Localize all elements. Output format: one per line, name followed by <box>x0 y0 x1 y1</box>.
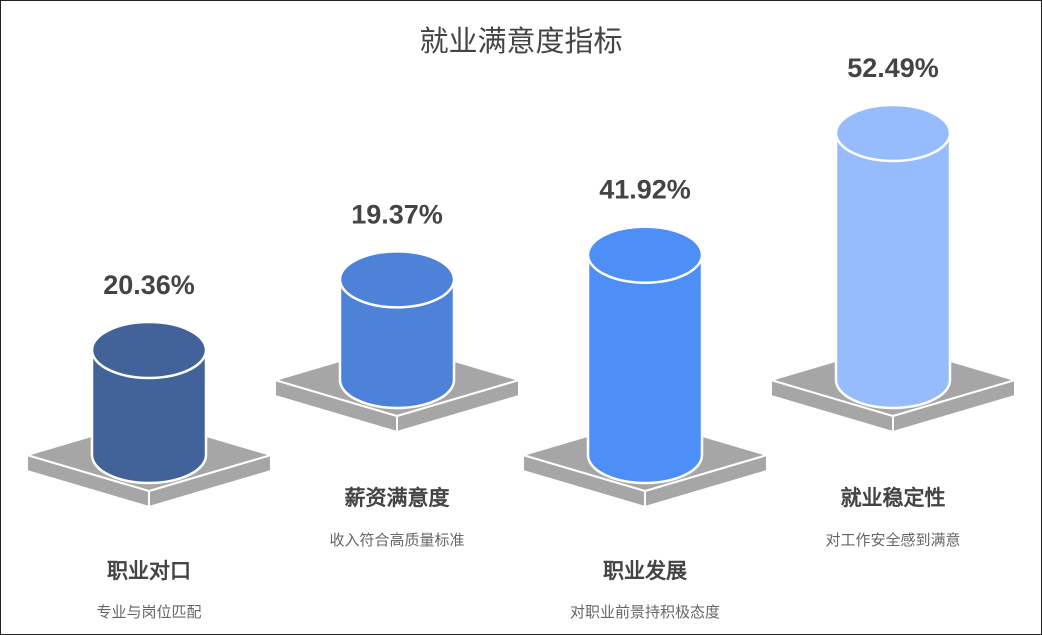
cylinder-top <box>834 103 952 163</box>
cylinder-body <box>90 348 208 485</box>
value-label: 20.36% <box>103 270 195 300</box>
category-label: 薪资满意度 <box>345 486 450 510</box>
cylinder-top <box>586 225 704 284</box>
category-description: 收入符合高质量标准 <box>329 531 464 549</box>
category-label: 职业发展 <box>603 559 687 583</box>
cylinder-top <box>90 320 208 380</box>
cylinder-body <box>586 253 704 485</box>
category-description: 对工作安全感到满意 <box>825 531 960 549</box>
chart-title: 就业满意度指标 <box>419 24 622 58</box>
cylinder-body <box>338 278 456 410</box>
category-label: 职业对口 <box>107 559 191 583</box>
cylinder-body <box>834 131 952 410</box>
value-label: 41.92% <box>599 175 691 205</box>
category-description: 对职业前景持积极态度 <box>570 603 720 621</box>
category-description: 专业与岗位匹配 <box>96 603 201 621</box>
category-label: 就业稳定性 <box>841 486 946 510</box>
value-label: 19.37% <box>351 199 443 229</box>
value-label: 52.49% <box>847 53 939 83</box>
cylinder-top <box>338 250 456 309</box>
